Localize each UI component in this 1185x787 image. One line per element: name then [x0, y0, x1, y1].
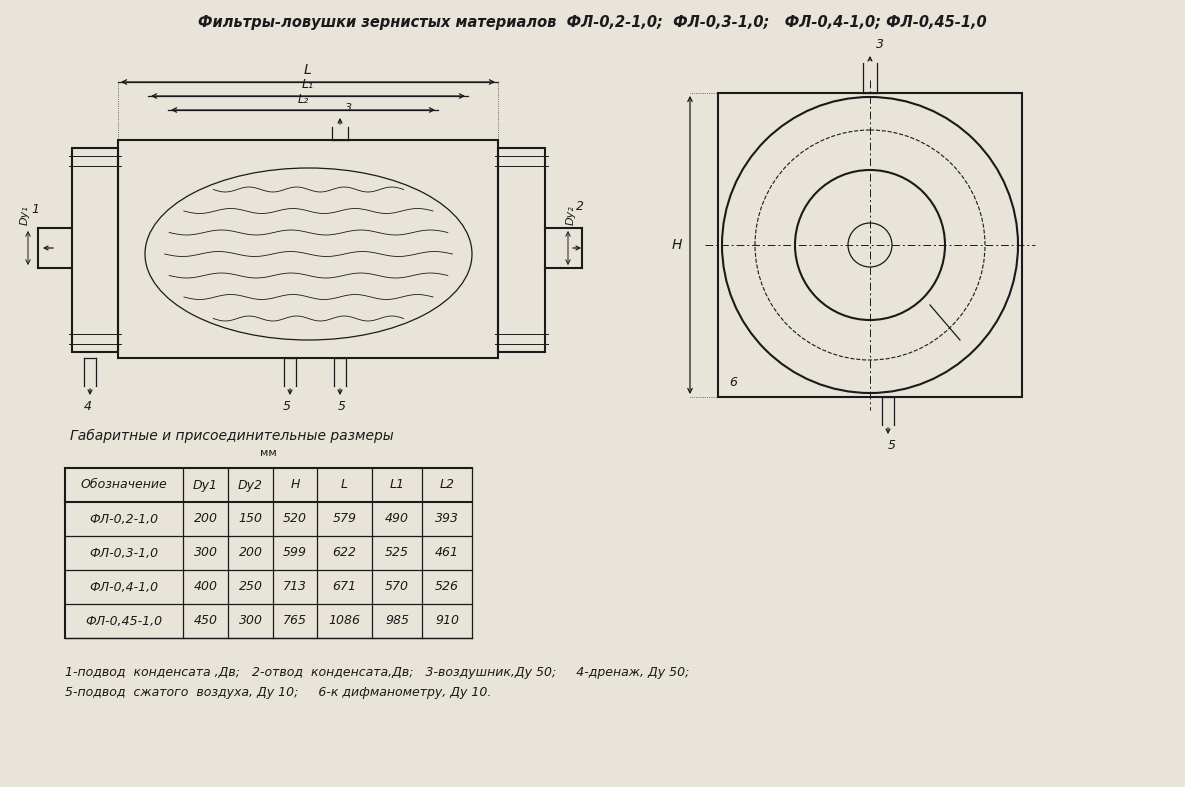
Text: 461: 461 — [435, 546, 459, 560]
Text: ФЛ-0,3-1,0: ФЛ-0,3-1,0 — [89, 546, 159, 560]
Text: 150: 150 — [238, 512, 263, 526]
Text: Dy1: Dy1 — [193, 478, 218, 492]
Text: L2: L2 — [440, 478, 455, 492]
Text: 622: 622 — [333, 546, 357, 560]
Bar — [718, 93, 1021, 397]
Text: мм: мм — [261, 448, 277, 458]
Text: Фильтры-ловушки зернистых материалов  ФЛ-0,2-1,0;  ФЛ-0,3-1,0;   ФЛ-0,4-1,0; ФЛ-: Фильтры-ловушки зернистых материалов ФЛ-… — [198, 14, 986, 29]
Text: 525: 525 — [385, 546, 409, 560]
Text: L₂: L₂ — [297, 93, 308, 106]
Text: 5: 5 — [338, 400, 346, 413]
Text: 1086: 1086 — [328, 615, 360, 627]
Text: 3: 3 — [876, 38, 884, 51]
Text: 250: 250 — [238, 581, 263, 593]
Text: Габаритные и присоединительные размеры: Габаритные и присоединительные размеры — [70, 429, 393, 443]
Text: ФЛ-0,4-1,0: ФЛ-0,4-1,0 — [89, 581, 159, 593]
Text: 490: 490 — [385, 512, 409, 526]
Text: 300: 300 — [238, 615, 263, 627]
Text: 5: 5 — [283, 400, 292, 413]
Bar — [118, 140, 498, 358]
Text: 5-подвод  сжатого  воздуха, Ду 10;     6-к дифманометру, Ду 10.: 5-подвод сжатого воздуха, Ду 10; 6-к диф… — [65, 686, 492, 699]
Bar — [72, 148, 118, 352]
Text: 200: 200 — [193, 512, 218, 526]
Text: 985: 985 — [385, 615, 409, 627]
Text: 5: 5 — [888, 439, 896, 452]
Text: 200: 200 — [238, 546, 263, 560]
Text: H: H — [672, 238, 683, 252]
Bar — [498, 148, 545, 352]
Text: Dy₁: Dy₁ — [20, 205, 30, 225]
Text: 4: 4 — [84, 400, 92, 413]
Text: 6: 6 — [729, 375, 737, 389]
Text: L₁: L₁ — [302, 78, 314, 91]
Text: 520: 520 — [283, 512, 307, 526]
Text: Обозначение: Обозначение — [81, 478, 167, 492]
Text: 3: 3 — [345, 103, 352, 113]
Text: 599: 599 — [283, 546, 307, 560]
Text: 910: 910 — [435, 615, 459, 627]
Text: L1: L1 — [390, 478, 404, 492]
Text: 765: 765 — [283, 615, 307, 627]
Text: Dy₂: Dy₂ — [566, 205, 576, 225]
Text: Dy2: Dy2 — [238, 478, 263, 492]
Text: L: L — [305, 63, 312, 77]
Text: 570: 570 — [385, 581, 409, 593]
Text: ФЛ-0,2-1,0: ФЛ-0,2-1,0 — [89, 512, 159, 526]
Text: 579: 579 — [333, 512, 357, 526]
Text: ФЛ-0,45-1,0: ФЛ-0,45-1,0 — [85, 615, 162, 627]
Text: H: H — [290, 478, 300, 492]
Text: 526: 526 — [435, 581, 459, 593]
Text: 393: 393 — [435, 512, 459, 526]
Text: 300: 300 — [193, 546, 218, 560]
Text: 450: 450 — [193, 615, 218, 627]
Text: 400: 400 — [193, 581, 218, 593]
Text: 2: 2 — [576, 200, 584, 213]
Text: 713: 713 — [283, 581, 307, 593]
Text: L: L — [341, 478, 348, 492]
Text: 1: 1 — [31, 203, 39, 216]
Text: 1-подвод  конденсата ,Дв;   2-отвод  конденсата,Дв;   3-воздушник,Ду 50;     4-д: 1-подвод конденсата ,Дв; 2-отвод конденс… — [65, 666, 690, 679]
Text: 671: 671 — [333, 581, 357, 593]
